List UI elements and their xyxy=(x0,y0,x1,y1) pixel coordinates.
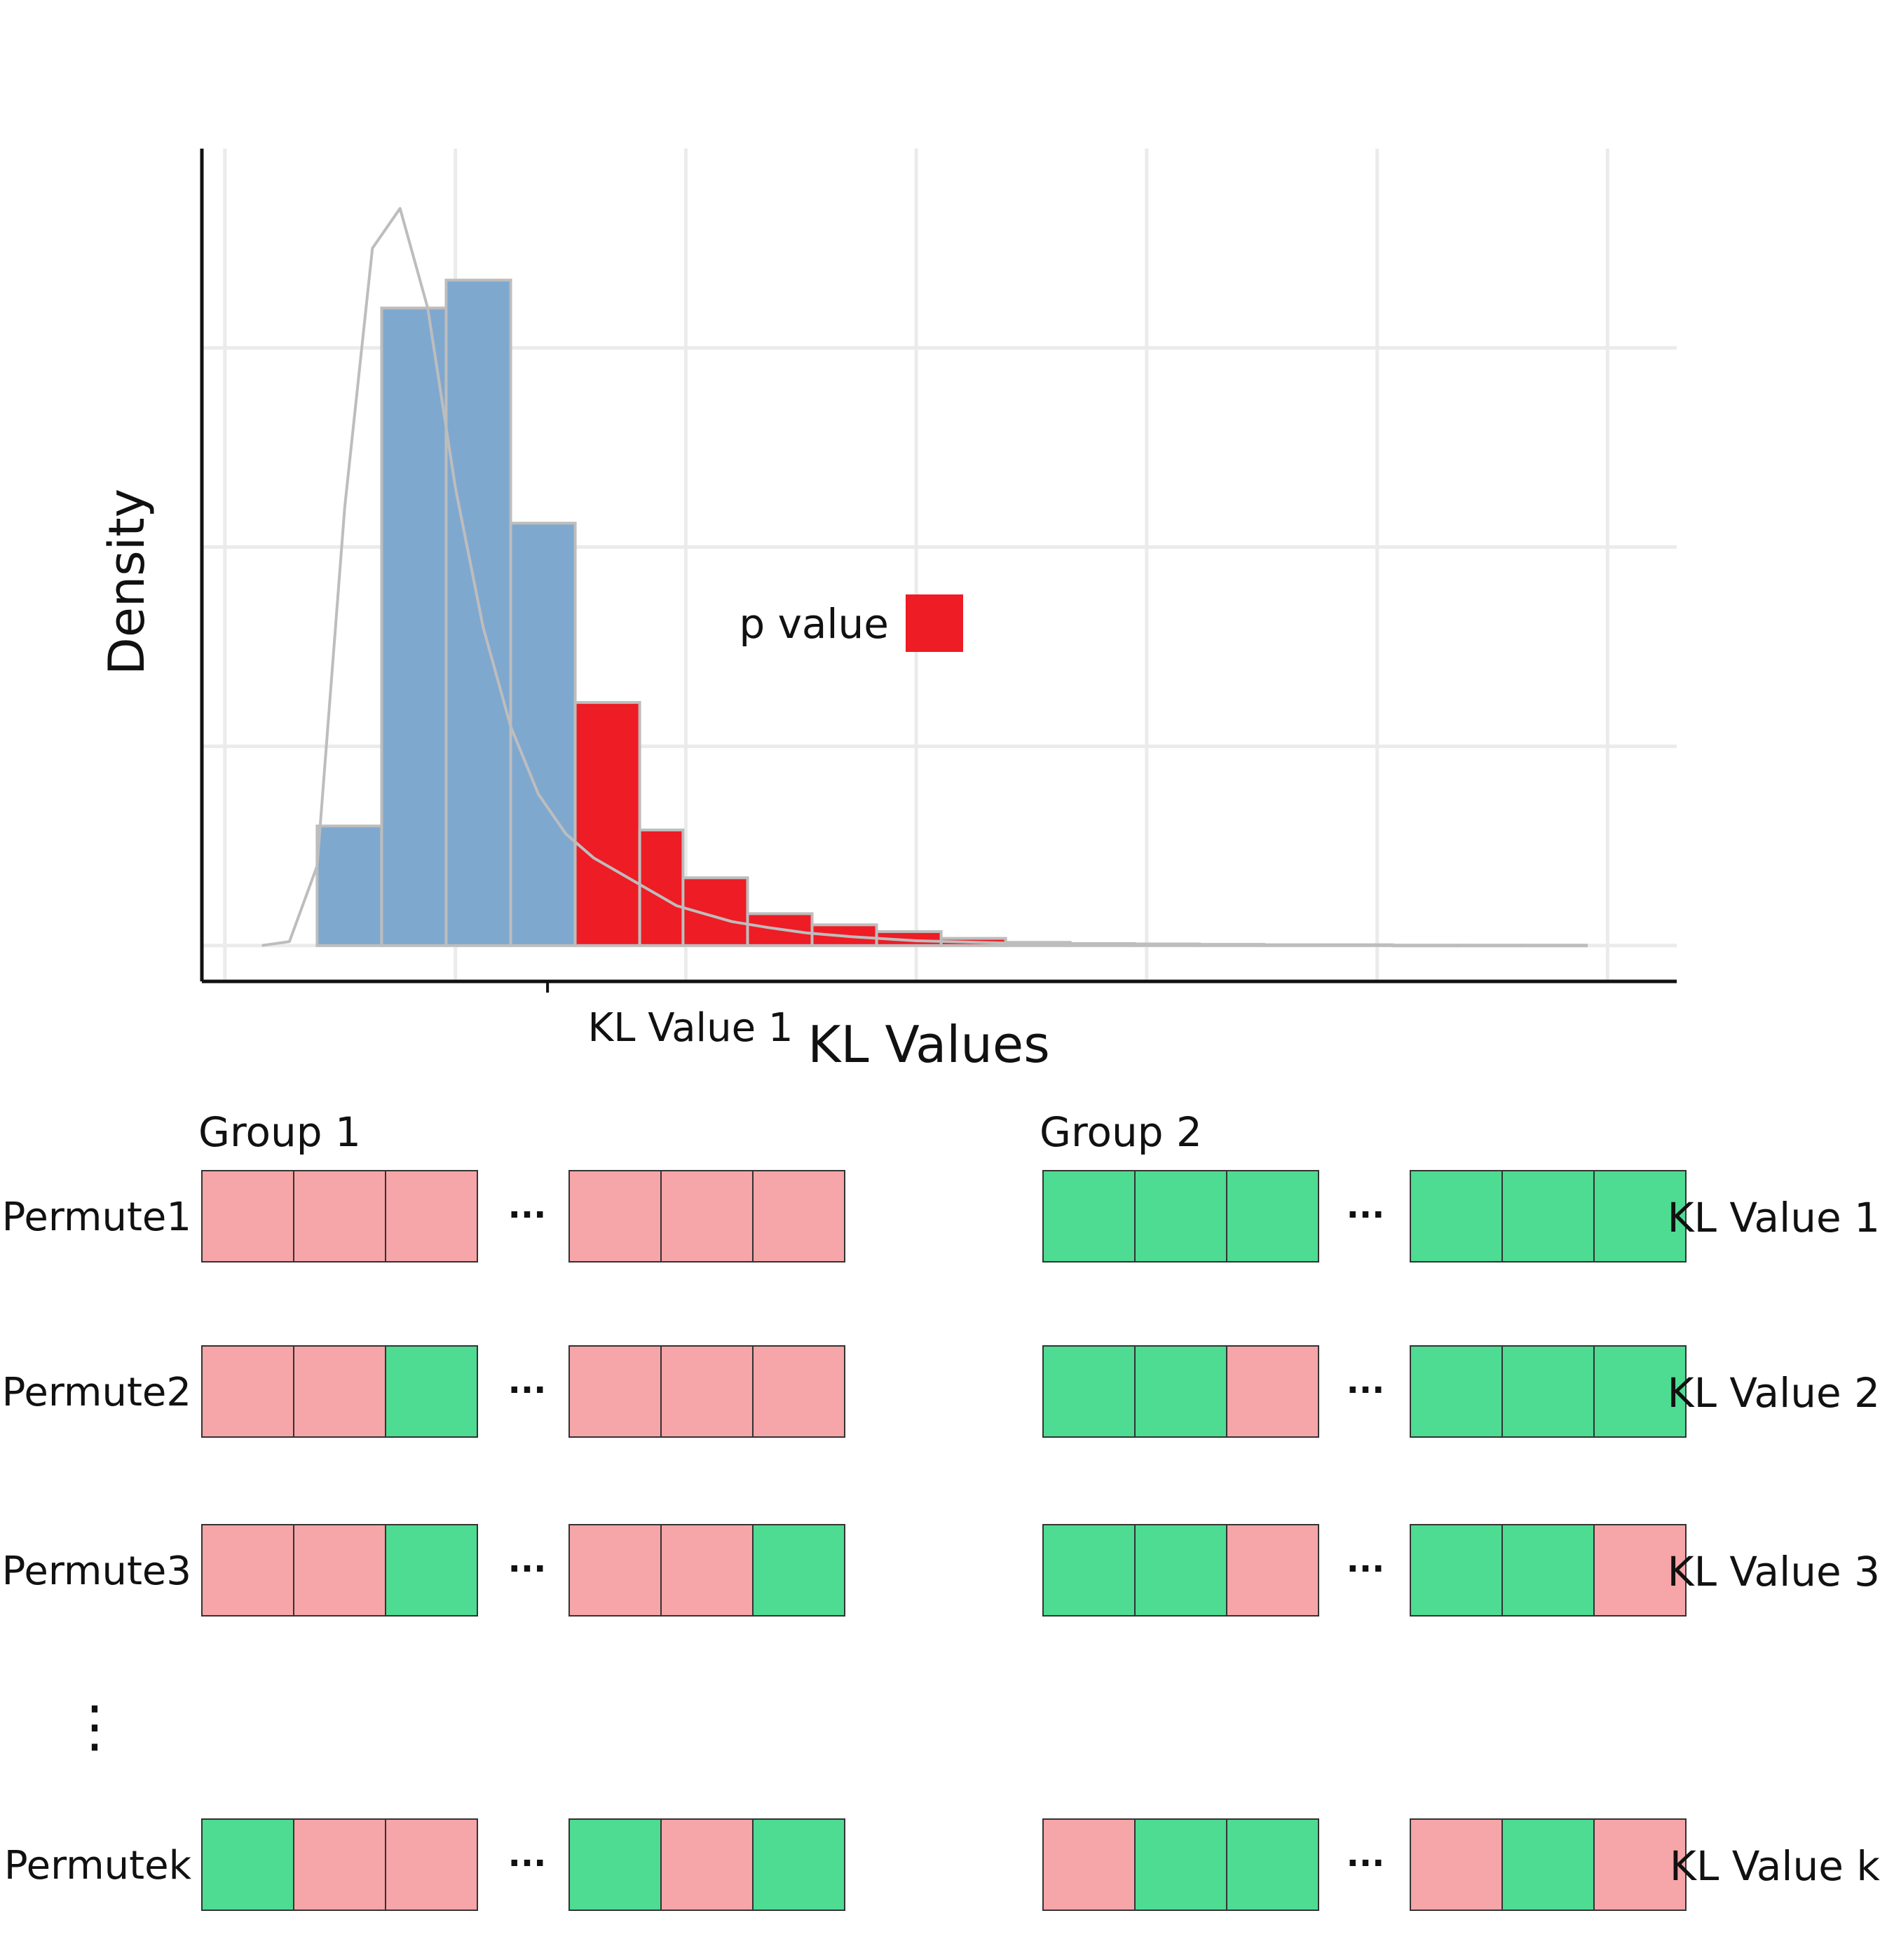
horizontal-ellipsis-1: ··· xyxy=(508,1844,547,1883)
permutation-rows: Permute1 ··· ··· KL Value 1 Permute2 ··· ··· KL… xyxy=(2,1170,1880,1911)
group2-cell-4 xyxy=(1410,1170,1503,1263)
group2-cell-6 xyxy=(1593,1524,1687,1617)
rows-vertical-ellipsis: ⋮ xyxy=(67,1694,123,1759)
group2-cell-3 xyxy=(1226,1345,1319,1438)
horizontal-ellipsis-2: ··· xyxy=(1347,1195,1385,1234)
group-1-label: Group 1 xyxy=(198,1108,361,1156)
group2-cell-1 xyxy=(1042,1170,1136,1263)
group2-cell-5 xyxy=(1501,1818,1595,1911)
group2-cell-5 xyxy=(1501,1170,1595,1263)
group1-cell-3 xyxy=(385,1818,478,1911)
p-value-legend: p value xyxy=(739,594,963,652)
group2-cell-5 xyxy=(1501,1345,1595,1438)
horizontal-ellipsis-2: ··· xyxy=(1347,1370,1385,1410)
group2-cell-3 xyxy=(1226,1524,1319,1617)
y-axis-label: Density xyxy=(98,489,156,675)
group1-cell-6 xyxy=(752,1524,845,1617)
group1-cell-4 xyxy=(568,1170,662,1263)
x-axis-label: KL Values xyxy=(808,1015,1049,1074)
density-curve-layer xyxy=(261,207,1585,947)
group1-cell-1 xyxy=(201,1170,294,1263)
kl-value-label: KL Value 2 xyxy=(1668,1369,1880,1417)
histogram-bar-0 xyxy=(315,824,383,947)
group1-cell-4 xyxy=(568,1345,662,1438)
group2-cell-3 xyxy=(1226,1818,1319,1911)
group1-cell-6 xyxy=(752,1170,845,1263)
permutation-row-4: Permutek ··· ··· KL Value k xyxy=(4,1818,1880,1911)
group2-cell-4 xyxy=(1410,1345,1503,1438)
group2-cell-1 xyxy=(1042,1818,1136,1911)
kl-histogram-chart: Density KL Value 1 KL Values p value xyxy=(98,149,1677,1074)
histogram-bar-2 xyxy=(444,278,512,947)
permutation-grid: Group 1 Group 2 Permute1 ··· ··· KL Value 1… xyxy=(2,1108,1880,1911)
group1-cell-4 xyxy=(568,1818,662,1911)
permute-row-label: Permute2 xyxy=(2,1370,191,1415)
group1-cell-6 xyxy=(752,1818,845,1911)
horizontal-ellipsis-2: ··· xyxy=(1347,1549,1385,1588)
histogram-bar-4 xyxy=(573,701,641,947)
histogram-bars xyxy=(315,278,1588,948)
group1-cell-2 xyxy=(293,1818,386,1911)
group2-cell-1 xyxy=(1042,1345,1136,1438)
histogram-bar-1 xyxy=(380,306,448,947)
group1-cell-3 xyxy=(385,1524,478,1617)
group1-cell-5 xyxy=(660,1524,754,1617)
horizontal-ellipsis-1: ··· xyxy=(508,1549,547,1588)
group1-cell-2 xyxy=(293,1170,386,1263)
permutation-row-1: Permute1 ··· ··· KL Value 1 xyxy=(2,1170,1880,1263)
kl-value-label: KL Value 3 xyxy=(1668,1548,1880,1595)
group2-cell-2 xyxy=(1134,1170,1227,1263)
group2-cell-3 xyxy=(1226,1170,1319,1263)
permutation-row-3: Permute3 ··· ··· KL Value 3 xyxy=(2,1524,1880,1617)
horizontal-ellipsis-1: ··· xyxy=(508,1370,547,1410)
group1-cell-3 xyxy=(385,1170,478,1263)
kl-value-label: KL Value k xyxy=(1670,1842,1880,1890)
group2-cell-6 xyxy=(1593,1345,1687,1438)
group2-cell-2 xyxy=(1134,1818,1227,1911)
group1-cell-5 xyxy=(660,1170,754,1263)
group2-cell-2 xyxy=(1134,1345,1227,1438)
permute-row-label: Permute3 xyxy=(2,1549,191,1594)
density-curve xyxy=(261,207,1585,947)
group2-cell-6 xyxy=(1593,1818,1687,1911)
group1-cell-3 xyxy=(385,1345,478,1438)
horizontal-ellipsis-2: ··· xyxy=(1347,1844,1385,1883)
group1-cell-1 xyxy=(201,1818,294,1911)
x-tick-label: KL Value 1 xyxy=(588,1005,793,1051)
p-value-legend-swatch xyxy=(906,594,963,652)
group2-cell-4 xyxy=(1410,1818,1503,1911)
group1-cell-4 xyxy=(568,1524,662,1617)
group2-cell-6 xyxy=(1593,1170,1687,1263)
group2-cell-2 xyxy=(1134,1524,1227,1617)
chart-axes xyxy=(200,149,1677,993)
group1-cell-5 xyxy=(660,1345,754,1438)
group1-cell-1 xyxy=(201,1345,294,1438)
p-value-legend-label: p value xyxy=(739,600,889,648)
permutation-row-2: Permute2 ··· ··· KL Value 2 xyxy=(2,1345,1880,1438)
group1-cell-5 xyxy=(660,1818,754,1911)
permute-row-label: Permutek xyxy=(4,1843,192,1888)
group1-cell-2 xyxy=(293,1524,386,1617)
group2-cell-4 xyxy=(1410,1524,1503,1617)
group1-cell-1 xyxy=(201,1524,294,1617)
group1-cell-6 xyxy=(752,1345,845,1438)
kl-value-label: KL Value 1 xyxy=(1668,1194,1880,1241)
group-2-label: Group 2 xyxy=(1040,1108,1202,1156)
histogram-bar-3 xyxy=(509,522,577,947)
group1-cell-2 xyxy=(293,1345,386,1438)
group2-cell-5 xyxy=(1501,1524,1595,1617)
permute-row-label: Permute1 xyxy=(2,1195,191,1240)
group2-cell-1 xyxy=(1042,1524,1136,1617)
horizontal-ellipsis-1: ··· xyxy=(508,1195,547,1234)
